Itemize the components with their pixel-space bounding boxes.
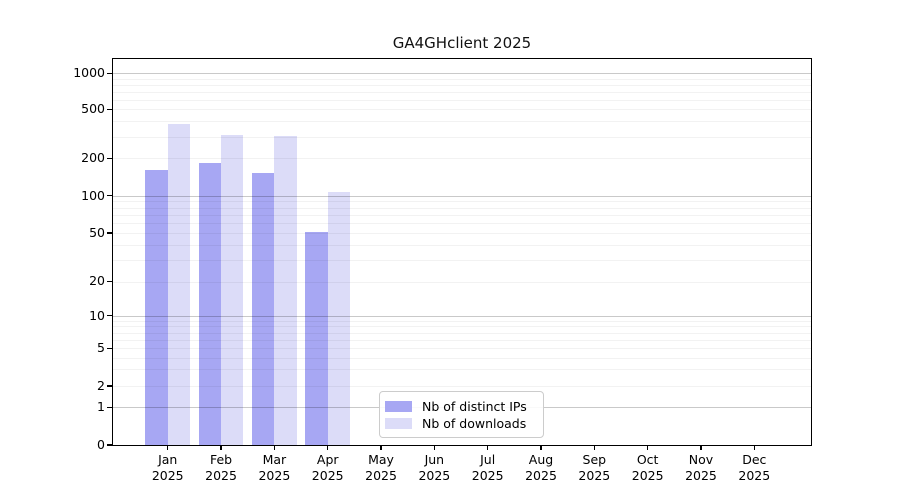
y-gridline-major-1000 [113,73,811,75]
y-gridline-minor-20 [113,281,811,283]
y-tick-mark-5 [107,347,112,349]
y-gridline-minor-6 [113,339,811,341]
x-tick-mark-may-2025 [380,445,382,450]
y-gridline-minor-2 [113,386,811,387]
x-axis-tick-label-sep-2025: Sep 2025 [578,452,611,483]
bar-nb-of-distinct-ips-feb-2025 [198,162,222,445]
x-axis-tick-label-may-2025: May 2025 [365,452,397,483]
y-gridline-minor-9 [113,320,811,322]
y-gridline-minor-40 [113,244,811,246]
y-gridline-major-100 [113,195,811,197]
y-gridline-major-10 [113,315,811,317]
y-tick-mark-50 [107,232,112,234]
x-tick-mark-apr-2025 [327,445,329,450]
y-gridline-minor-400 [113,121,811,123]
x-axis-tick-label-oct-2025: Oct 2025 [631,452,664,483]
legend-entry-distinct-ips: Nb of distinct IPs [385,399,535,414]
y-gridline-minor-300 [113,136,811,138]
y-gridline-minor-600 [113,99,811,101]
y-axis-tick-label-10: 10 [89,307,105,323]
x-axis-tick-label-jan-2025: Jan 2025 [151,452,184,483]
legend-entry-downloads: Nb of downloads [385,416,535,431]
x-tick-mark-jul-2025 [487,445,489,450]
x-tick-mark-nov-2025 [700,445,702,450]
x-tick-mark-jan-2025 [167,445,169,450]
x-axis-tick-label-feb-2025: Feb 2025 [205,452,237,483]
y-gridline-minor-500 [113,109,811,111]
x-tick-mark-jun-2025 [433,445,435,450]
x-axis-tick-label-jun-2025: Jun 2025 [418,452,451,483]
y-axis-tick-label-100: 100 [81,187,105,203]
y-tick-mark-200 [107,157,112,159]
legend-swatch-distinct-ips [385,401,412,412]
bar-nb-of-distinct-ips-apr-2025 [305,231,328,445]
y-gridline-minor-8 [113,326,811,328]
x-tick-mark-feb-2025 [220,445,222,450]
bar-nb-of-downloads-apr-2025 [327,192,350,445]
y-gridline-minor-60 [113,223,811,225]
y-gridline-minor-7 [113,332,811,334]
y-axis-tick-label-0: 0 [97,437,105,452]
y-gridline-minor-4 [113,357,811,359]
y-gridline-minor-5 [113,348,811,350]
x-axis-tick-label-nov-2025: Nov 2025 [685,452,717,483]
y-gridline-minor-50 [113,233,811,234]
y-tick-mark-1 [107,406,112,408]
y-tick-mark-2 [107,385,112,387]
x-tick-mark-oct-2025 [647,445,649,450]
y-axis-tick-label-1: 1 [97,399,105,415]
bar-nb-of-downloads-feb-2025 [221,134,244,445]
y-tick-mark-0 [107,444,112,446]
legend-swatch-downloads [385,418,412,429]
y-gridline-minor-30 [113,260,811,261]
x-tick-mark-sep-2025 [593,445,595,450]
y-axis-tick-label-500: 500 [81,101,105,117]
bar-nb-of-downloads-jan-2025 [167,123,191,445]
legend-label-downloads: Nb of downloads [422,416,527,431]
y-tick-mark-1000 [107,72,112,74]
y-gridline-minor-70 [113,214,811,216]
y-tick-mark-10 [107,315,112,317]
x-axis-tick-label-mar-2025: Mar 2025 [258,452,291,483]
x-axis-tick-label-jul-2025: Jul 2025 [471,452,504,483]
y-axis-tick-label-5: 5 [97,340,105,356]
y-axis-tick-label-20: 20 [89,273,105,289]
legend: Nb of distinct IPs Nb of downloads [379,391,544,438]
bar-nb-of-distinct-ips-jan-2025 [145,170,168,445]
chart-title: GA4GHclient 2025 [392,34,532,52]
y-gridline-minor-800 [113,84,811,86]
y-gridline-minor-700 [113,91,811,93]
bar-nb-of-distinct-ips-mar-2025 [252,172,275,445]
x-tick-mark-dec-2025 [753,445,755,450]
x-axis-tick-label-apr-2025: Apr 2025 [311,452,344,483]
x-tick-mark-mar-2025 [273,445,276,450]
x-axis-tick-label-aug-2025: Aug 2025 [525,452,557,483]
bar-nb-of-downloads-mar-2025 [274,135,297,445]
y-tick-mark-20 [107,280,112,283]
y-tick-mark-500 [107,108,112,110]
y-gridline-minor-900 [113,78,811,80]
y-gridline-minor-80 [113,207,811,209]
y-axis-tick-label-1000: 1000 [73,65,105,81]
y-axis-tick-label-2: 2 [97,377,105,393]
x-axis-tick-label-dec-2025: Dec 2025 [738,452,771,483]
plot-area [113,59,811,445]
y-tick-mark-100 [107,195,112,197]
legend-label-distinct-ips: Nb of distinct IPs [422,399,527,414]
y-gridline-minor-90 [113,201,811,203]
x-tick-mark-aug-2025 [540,445,542,450]
y-gridline-minor-200 [113,158,811,160]
y-gridline-minor-3 [113,369,811,371]
y-axis-tick-label-50: 50 [89,225,105,240]
y-axis-tick-label-200: 200 [81,150,105,166]
